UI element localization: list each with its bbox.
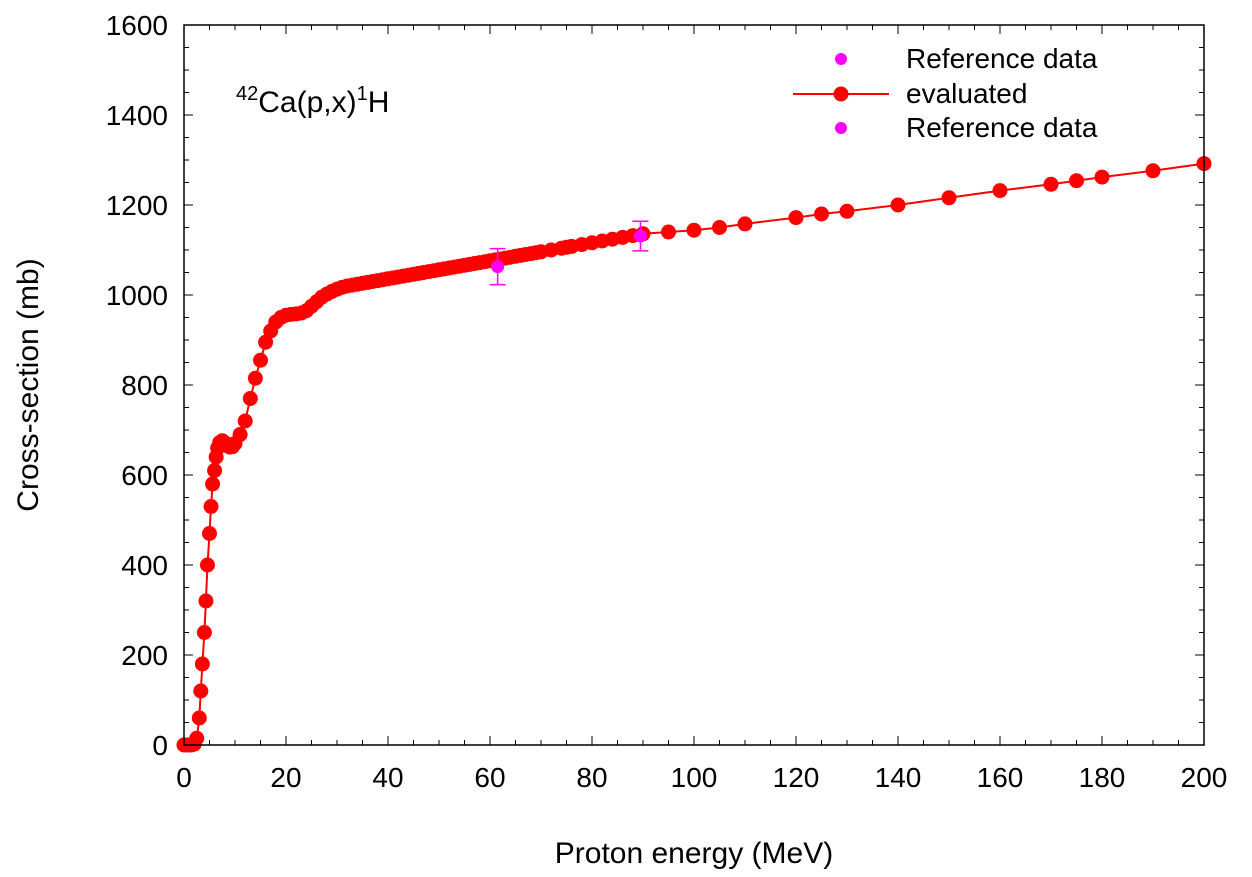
evaluated-point <box>194 656 210 672</box>
evaluated-point <box>193 683 209 699</box>
x-tick-label: 140 <box>875 762 922 793</box>
evaluated-point <box>198 593 214 609</box>
evaluated-point <box>189 730 205 746</box>
legend-label-evaluated: evaluated <box>906 78 1027 109</box>
y-tick-label: 600 <box>121 460 168 491</box>
reference-point <box>633 229 647 243</box>
evaluated-point <box>237 413 253 429</box>
x-tick-label: 160 <box>977 762 1024 793</box>
x-tick-label: 180 <box>1079 762 1126 793</box>
x-tick-label: 100 <box>671 762 718 793</box>
y-tick-label: 200 <box>121 640 168 671</box>
evaluated-point <box>1043 176 1059 192</box>
evaluated-point <box>191 710 207 726</box>
evaluated-point <box>232 427 248 442</box>
data-points-layer <box>176 156 1212 753</box>
evaluated-point <box>992 183 1008 199</box>
evaluated-point <box>196 625 212 640</box>
evaluated-point <box>205 476 221 492</box>
reference-point <box>491 260 505 274</box>
evaluated-point <box>712 220 727 235</box>
x-tick-label: 0 <box>176 762 192 793</box>
annotation-reaction: Ca(p,x) <box>258 86 356 119</box>
evaluated-point <box>247 370 263 386</box>
evaluated-point <box>242 391 258 406</box>
evaluated-point <box>199 557 215 573</box>
y-tick-label: 400 <box>121 550 168 581</box>
x-axis-label: Proton energy (MeV) <box>555 837 833 870</box>
legend-marker-evaluated <box>833 86 849 102</box>
x-tick-label: 40 <box>372 762 403 793</box>
y-tick-label: 1400 <box>106 100 168 131</box>
x-tick-label: 200 <box>1181 762 1228 793</box>
evaluated-point <box>788 210 804 226</box>
annotation-product: H <box>368 86 390 119</box>
annotation-mass-number: 42 <box>236 83 258 105</box>
y-tick-label: 0 <box>152 730 168 761</box>
evaluated-point <box>941 190 957 206</box>
plot-frame <box>183 24 1205 746</box>
evaluated-point <box>839 203 855 219</box>
legend-label-reference-2: Reference data <box>906 112 1098 143</box>
x-tick-label: 60 <box>474 762 505 793</box>
evaluated-point <box>686 222 702 238</box>
y-axis-label: Cross-section (mb) <box>12 258 45 511</box>
x-tick-label: 80 <box>576 762 607 793</box>
legend-label-reference-1: Reference data <box>906 43 1098 74</box>
annotation-product-mass: 1 <box>357 83 368 105</box>
evaluated-point <box>207 463 223 478</box>
evaluated-point <box>258 334 274 350</box>
x-tick-label: 20 <box>270 762 301 793</box>
evaluated-line <box>184 162 1205 746</box>
y-tick-label: 800 <box>121 370 168 401</box>
y-tick-label: 1200 <box>106 190 168 221</box>
tick-labels: 0 20 40 60 80 100 120 140 160 180 200 0 200 400 600 800… <box>106 10 1228 793</box>
evaluated-point <box>661 224 676 240</box>
legend-marker-reference-1 <box>835 53 847 65</box>
y-tick-label: 1600 <box>106 10 168 41</box>
evaluated-point <box>202 526 217 541</box>
evaluated-point <box>203 499 219 514</box>
evaluated-point <box>737 216 753 232</box>
legend: Reference data evaluated Reference data <box>793 43 1098 143</box>
evaluated-curve-layer <box>184 162 1205 746</box>
x-tick-label: 120 <box>773 762 820 793</box>
legend-marker-reference-2 <box>835 122 847 134</box>
evaluated-point <box>1145 163 1161 179</box>
evaluated-point <box>1069 173 1084 189</box>
evaluated-point <box>814 206 829 222</box>
y-tick-label: 1000 <box>106 280 168 311</box>
evaluated-point <box>253 352 268 368</box>
evaluated-point <box>1094 169 1110 185</box>
evaluated-point <box>890 197 906 213</box>
reaction-annotation: 42Ca(p,x)1H <box>236 83 389 119</box>
